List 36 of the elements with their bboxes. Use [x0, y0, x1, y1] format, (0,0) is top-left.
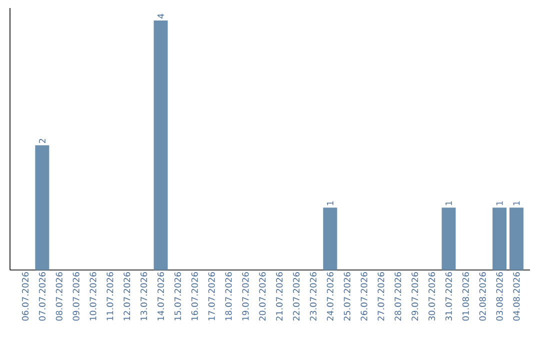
- x-tick-label: 11.07.2026: [106, 272, 114, 320]
- x-tick-label: 14.07.2026: [157, 272, 164, 320]
- x-tick-label: 03.08.2026: [496, 272, 503, 321]
- x-tick-label: 16.07.2026: [191, 272, 198, 320]
- x-tick-label: 12.07.2026: [124, 272, 130, 320]
- x-tick-label: 21.07.2026: [276, 272, 283, 321]
- data-label: 1: [513, 201, 520, 206]
- x-tick-label: 28.07.2026: [394, 272, 402, 321]
- x-tick-label: 20.07.2026: [259, 272, 266, 321]
- x-tick-label: 22.07.2026: [292, 272, 300, 321]
- x-tick-label: 08.07.2026: [56, 272, 62, 321]
- x-tick-label: 07.07.2026: [38, 272, 46, 321]
- data-label: 4: [158, 14, 164, 18]
- x-tick-label: 18.07.2026: [225, 272, 232, 320]
- x-tick-label: 10.07.2026: [90, 272, 96, 320]
- x-tick-label: 27.07.2026: [378, 272, 384, 321]
- x-tick-label: 17.07.2026: [208, 272, 215, 320]
- x-tick-label: 02.08.2026: [479, 272, 486, 321]
- data-label: 1: [496, 201, 503, 206]
- x-tick-label: 04.08.2026: [513, 272, 520, 321]
- x-tick-label: 19.07.2026: [242, 272, 249, 320]
- data-label: 2: [38, 139, 46, 144]
- x-tick-label: 09.07.2026: [72, 272, 80, 321]
- x-tick-label: 31.07.2026: [445, 272, 452, 321]
- x-tick-label: 06.07.2026: [22, 272, 29, 321]
- x-tick-label: 01.08.2026: [462, 272, 469, 321]
- x-tick-label: 25.07.2026: [344, 272, 350, 321]
- x-tick-label: 23.07.2026: [310, 272, 316, 321]
- x-tick-label: 30.07.2026: [428, 272, 436, 321]
- x-tick-label: 24.07.2026: [326, 272, 334, 321]
- x-tick-label: 15.07.2026: [174, 272, 181, 320]
- x-tick-label: 29.07.2026: [412, 272, 418, 321]
- x-tick-label: 13.07.2026: [140, 272, 148, 320]
- x-tick-label: 26.07.2026: [360, 272, 368, 321]
- data-label: 1: [446, 201, 452, 206]
- data-label: 1: [326, 201, 334, 206]
